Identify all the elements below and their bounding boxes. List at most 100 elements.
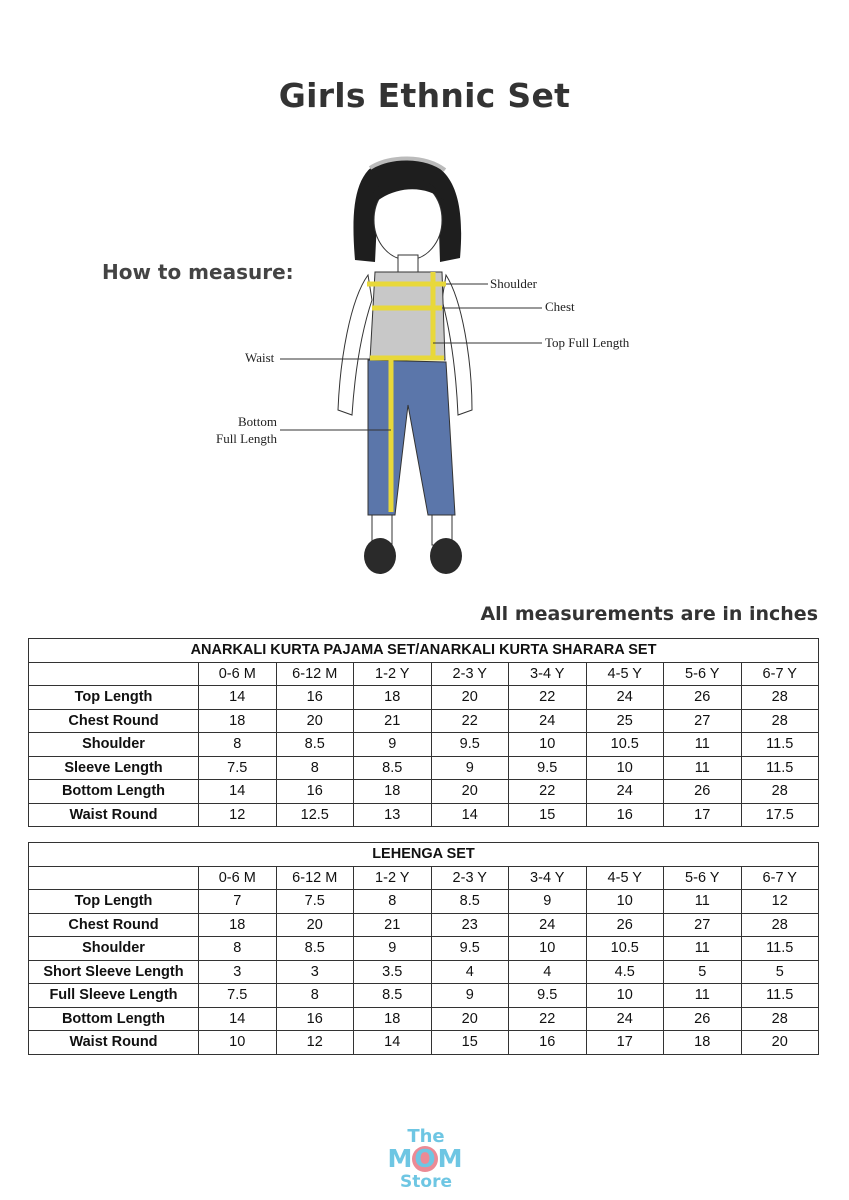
measurement-cell: 3 — [275, 959, 354, 984]
measurement-cell: 26 — [663, 779, 742, 804]
measurement-cell: 20 — [740, 1030, 819, 1055]
measurement-cell: 7 — [198, 889, 277, 914]
measurement-cell: 21 — [353, 912, 432, 937]
label-shoulder: Shoulder — [490, 276, 537, 291]
label-bottom-line1: Bottom — [237, 414, 277, 429]
measurement-cell: 11.5 — [740, 983, 819, 1008]
measurement-cell: 10 — [585, 983, 664, 1008]
measurement-cell: 16 — [275, 685, 354, 710]
table-row: Top Length 7 7.5 8 8.5 9 10 11 12 — [28, 889, 819, 914]
measurement-cell: 7.5 — [275, 889, 354, 914]
measurement-cell: 7.5 — [198, 755, 277, 780]
measurement-cell: 15 — [508, 802, 587, 827]
table-row: Short Sleeve Length 3 3 3.5 4 4 4.5 5 5 — [28, 959, 819, 984]
measurement-cell: 24 — [585, 779, 664, 804]
measurement-cell: 9.5 — [430, 936, 509, 961]
size-header: 4-5 Y — [585, 865, 664, 890]
row-label: Short Sleeve Length — [28, 959, 199, 984]
measurement-cell: 18 — [198, 912, 277, 937]
measurement-cell: 17.5 — [740, 802, 819, 827]
measurement-cell: 26 — [663, 1006, 742, 1031]
size-header: 5-6 Y — [663, 661, 742, 686]
bottom-garment — [367, 359, 456, 516]
row-label: Bottom Length — [28, 1006, 199, 1031]
measurement-cell: 24 — [508, 708, 587, 733]
logo-store: Store — [400, 1172, 452, 1192]
measurement-cell: 9.5 — [508, 755, 587, 780]
measurement-cell: 3.5 — [353, 959, 432, 984]
measurement-cell: 28 — [740, 685, 819, 710]
size-table-anarkali: ANARKALI KURTA PAJAMA SET/ANARKALI KURTA… — [28, 638, 819, 827]
table-row: Chest Round 18 20 21 23 24 26 27 28 — [28, 912, 819, 937]
measurement-cell: 11 — [663, 889, 742, 914]
measurement-cell: 18 — [198, 708, 277, 733]
size-header: 2-3 Y — [430, 661, 509, 686]
measurement-cell: 24 — [585, 685, 664, 710]
measurement-cell: 4 — [508, 959, 587, 984]
row-label: Waist Round — [28, 1030, 199, 1055]
measurement-cell: 9 — [430, 755, 509, 780]
measurement-cell: 14 — [198, 685, 277, 710]
measurement-cell: 18 — [663, 1030, 742, 1055]
measurement-cell: 22 — [430, 708, 509, 733]
measurement-cell: 8 — [353, 889, 432, 914]
measurement-cell: 11 — [663, 732, 742, 757]
size-header: 1-2 Y — [353, 865, 432, 890]
top-garment — [369, 271, 446, 361]
table-row: Waist Round 12 12.5 13 14 15 16 17 17.5 — [28, 802, 819, 827]
measurement-cell: 28 — [740, 912, 819, 937]
measurement-cell: 11.5 — [740, 936, 819, 961]
measurement-cell: 10 — [508, 732, 587, 757]
row-label: Top Length — [28, 685, 199, 710]
row-label: Waist Round — [28, 802, 199, 827]
measurement-cell: 15 — [430, 1030, 509, 1055]
measurement-cell: 22 — [508, 779, 587, 804]
measurement-cell: 14 — [353, 1030, 432, 1055]
measurement-cell: 27 — [663, 708, 742, 733]
measurement-cell: 20 — [430, 779, 509, 804]
table-title: LEHENGA SET — [28, 842, 819, 867]
row-label: Shoulder — [28, 732, 199, 757]
measurement-cell: 11 — [663, 983, 742, 1008]
measurement-cell: 8.5 — [430, 889, 509, 914]
measurement-cell: 10 — [198, 1030, 277, 1055]
table-title: ANARKALI KURTA PAJAMA SET/ANARKALI KURTA… — [28, 638, 819, 663]
size-header: 4-5 Y — [585, 661, 664, 686]
measurement-cell: 22 — [508, 685, 587, 710]
table-title-row: ANARKALI KURTA PAJAMA SET/ANARKALI KURTA… — [28, 638, 819, 663]
measurement-cell: 14 — [198, 779, 277, 804]
size-header: 0-6 M — [198, 661, 277, 686]
table-row: Bottom Length 14 16 18 20 22 24 26 28 — [28, 779, 819, 804]
size-header: 6-7 Y — [740, 661, 819, 686]
size-header: 1-2 Y — [353, 661, 432, 686]
size-table-lehenga: LEHENGA SET 0-6 M 6-12 M 1-2 Y 2-3 Y 3-4 Y 4-5… — [28, 842, 819, 1055]
measurement-cell: 17 — [663, 802, 742, 827]
measurement-cell: 12 — [275, 1030, 354, 1055]
measurement-cell: 7.5 — [198, 983, 277, 1008]
measuring-tapes — [367, 272, 446, 512]
measurement-cell: 17 — [585, 1030, 664, 1055]
the-mom-store-logo: The MOM Store — [386, 1128, 466, 1198]
measurement-cell: 4.5 — [585, 959, 664, 984]
measurement-cell: 11.5 — [740, 755, 819, 780]
size-header: 0-6 M — [198, 865, 277, 890]
logo-mom: MOM — [387, 1144, 465, 1173]
hair — [353, 157, 462, 262]
measurement-cell: 20 — [275, 912, 354, 937]
table-row: Shoulder 8 8.5 9 9.5 10 10.5 11 11.5 — [28, 732, 819, 757]
measurement-cell: 20 — [430, 1006, 509, 1031]
measurement-cell: 8.5 — [353, 755, 432, 780]
units-note: All measurements are in inches — [480, 603, 818, 625]
table-row: Shoulder 8 8.5 9 9.5 10 10.5 11 11.5 — [28, 936, 819, 961]
measurement-cell: 8 — [198, 732, 277, 757]
measurement-cell: 9 — [430, 983, 509, 1008]
measurement-cell: 16 — [585, 802, 664, 827]
table-row: Bottom Length 14 16 18 20 22 24 26 28 — [28, 1006, 819, 1031]
measurement-cell: 20 — [275, 708, 354, 733]
measurement-cell: 5 — [740, 959, 819, 984]
size-header: 5-6 Y — [663, 865, 742, 890]
label-bottom-full-length: Bottom Full Length — [210, 413, 277, 447]
girl-measurement-illustration — [280, 156, 542, 574]
measurement-cell: 14 — [198, 1006, 277, 1031]
logo-heart-icon — [412, 1146, 438, 1172]
